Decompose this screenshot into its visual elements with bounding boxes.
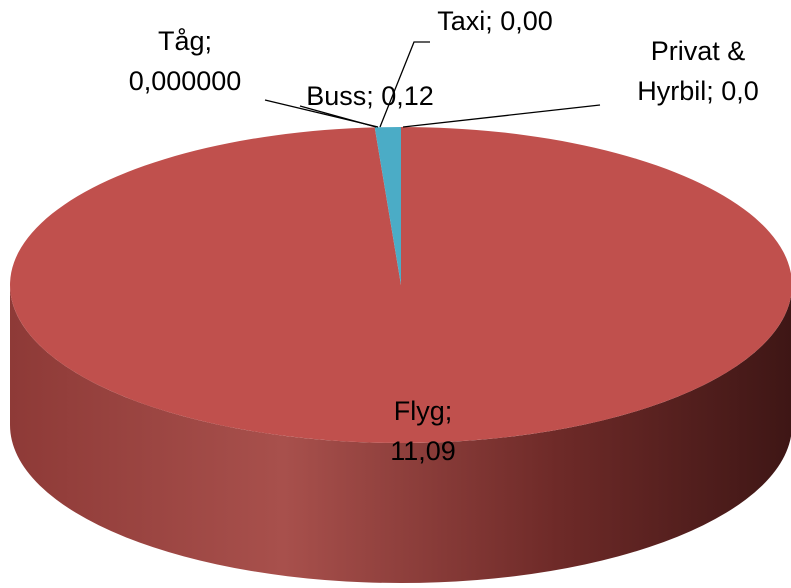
data-label: Tåg; 0,000000 [129, 26, 242, 96]
data-label: Privat & Hyrbil; 0,0 [637, 36, 759, 106]
data-label: Flyg; 11,09 [390, 396, 456, 466]
data-label: Buss; 0,12 [306, 81, 434, 111]
leader-line [379, 41, 430, 128]
leader-line [402, 104, 601, 128]
pie-slice [374, 127, 401, 285]
leader-line [264, 99, 379, 128]
data-label: Taxi; 0,00 [437, 6, 553, 36]
pie-side [10, 285, 791, 583]
pie-slice [10, 127, 791, 443]
